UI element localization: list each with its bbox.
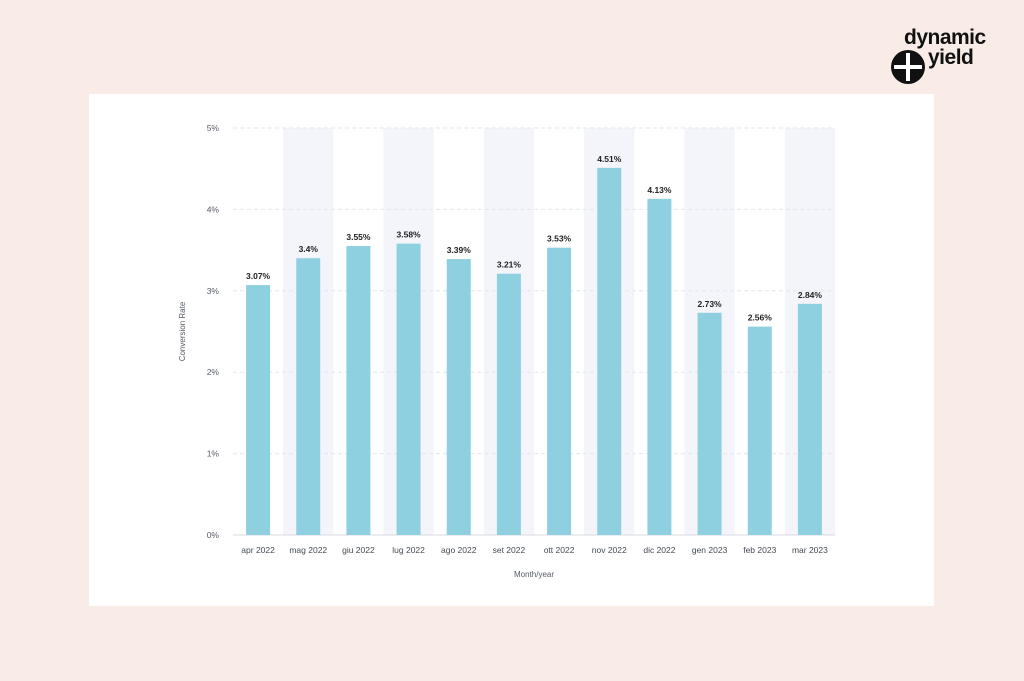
data-label: 3.58% bbox=[397, 230, 422, 240]
data-label: 3.4% bbox=[299, 244, 319, 254]
y-tick-label: 5% bbox=[207, 123, 220, 133]
bar bbox=[647, 198, 672, 535]
y-tick-label: 2% bbox=[207, 367, 220, 377]
data-label: 3.53% bbox=[547, 234, 572, 244]
y-tick-label: 3% bbox=[207, 286, 220, 296]
bar bbox=[547, 247, 572, 535]
data-label: 2.84% bbox=[798, 290, 823, 300]
bar bbox=[747, 326, 772, 535]
bar bbox=[246, 285, 271, 535]
data-label: 3.07% bbox=[246, 271, 271, 281]
bar bbox=[446, 259, 471, 535]
chart-card: 0% 1% 2% 3% 4% 5% 3.07% apr 2022 3.4% mag 2022 3.5… bbox=[89, 94, 934, 606]
y-tick-label: 4% bbox=[207, 204, 220, 214]
logo-text-yield: yield bbox=[928, 46, 974, 69]
bar bbox=[597, 167, 622, 536]
dynamic-yield-logo: dynamic yield bbox=[891, 27, 1001, 87]
data-label: 4.51% bbox=[597, 154, 622, 164]
bar bbox=[296, 258, 321, 535]
data-label: 3.39% bbox=[447, 245, 472, 255]
data-label: 4.13% bbox=[647, 185, 672, 195]
x-tick-label: lug 2022 bbox=[392, 545, 425, 555]
y-axis-title: Conversion Rate bbox=[178, 301, 187, 361]
bar-chart: 0% 1% 2% 3% 4% 5% 3.07% apr 2022 3.4% mag 2022 3.5… bbox=[178, 123, 835, 579]
x-tick-label: gen 2023 bbox=[692, 545, 728, 555]
x-tick-label: mag 2022 bbox=[289, 545, 327, 555]
data-label: 2.56% bbox=[748, 313, 773, 323]
bar bbox=[396, 243, 421, 535]
y-tick-label: 1% bbox=[207, 449, 220, 459]
x-tick-label: ago 2022 bbox=[441, 545, 477, 555]
data-label: 3.21% bbox=[497, 260, 522, 270]
y-tick-label: 0% bbox=[207, 530, 220, 540]
x-tick-label: ott 2022 bbox=[544, 545, 575, 555]
dynamic-yield-logo-mark-icon bbox=[891, 50, 925, 84]
bar bbox=[496, 273, 521, 535]
bar bbox=[346, 246, 371, 535]
data-label: 2.73% bbox=[698, 299, 723, 309]
x-tick-label: apr 2022 bbox=[241, 545, 275, 555]
x-axis-title: Month/year bbox=[514, 570, 554, 579]
x-tick-label: giu 2022 bbox=[342, 545, 375, 555]
x-tick-label: mar 2023 bbox=[792, 545, 828, 555]
bar bbox=[697, 312, 722, 535]
x-tick-label: dic 2022 bbox=[643, 545, 675, 555]
x-tick-label: set 2022 bbox=[493, 545, 526, 555]
x-tick-label: nov 2022 bbox=[592, 545, 627, 555]
data-label: 3.55% bbox=[346, 232, 371, 242]
logo-text-dynamic: dynamic bbox=[904, 26, 986, 49]
bar bbox=[797, 303, 822, 535]
x-tick-label: feb 2023 bbox=[743, 545, 776, 555]
